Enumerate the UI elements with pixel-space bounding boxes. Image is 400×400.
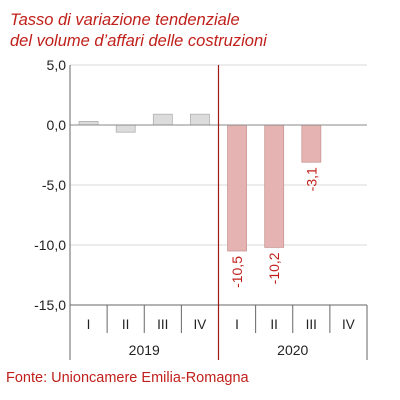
y-tick-label: -15,0 bbox=[34, 297, 66, 313]
chart-title: Tasso di variazione tendenziale del volu… bbox=[10, 10, 390, 52]
bar-2019-II bbox=[115, 124, 136, 133]
x-tick-label: II bbox=[270, 317, 278, 332]
year-label-2020: 2020 bbox=[277, 342, 308, 358]
x-tick-label: III bbox=[306, 317, 317, 332]
data-label: -3,1 bbox=[303, 167, 319, 191]
bar-2020-III bbox=[301, 124, 322, 163]
y-tick-label: -10,0 bbox=[34, 237, 66, 253]
source-note: Fonte: Unioncamere Emilia-Romagna bbox=[6, 370, 249, 386]
x-tick-label: II bbox=[122, 317, 130, 332]
x-tick-label: I bbox=[87, 317, 91, 332]
x-tick-label: I bbox=[235, 317, 239, 332]
chart-title-line-2: del volume d’affari delle costruzioni bbox=[10, 32, 267, 50]
axes bbox=[69, 65, 368, 360]
bar-2019-III bbox=[152, 113, 173, 126]
chart-title-line-1: Tasso di variazione tendenziale bbox=[10, 11, 240, 29]
bar-2020-II bbox=[264, 124, 285, 248]
data-label: -10,5 bbox=[229, 256, 245, 288]
labels: 5,00,0-5,0-10,0-15,0I II III IV I II III IV2019… bbox=[34, 57, 355, 358]
y-tick-label: 5,0 bbox=[47, 57, 67, 73]
y-tick-label: -5,0 bbox=[42, 177, 66, 193]
x-tick-label: IV bbox=[342, 317, 355, 332]
y-tick-label: 0,0 bbox=[47, 117, 67, 133]
x-tick-label: IV bbox=[194, 317, 207, 332]
data-label: -10,2 bbox=[266, 252, 282, 284]
year-label-2019: 2019 bbox=[129, 342, 160, 358]
bar-2019-I bbox=[78, 121, 99, 126]
bars bbox=[78, 113, 322, 252]
bar-2019-IV bbox=[190, 113, 210, 126]
bar-2020-I bbox=[227, 124, 247, 252]
x-tick-label: III bbox=[157, 317, 168, 332]
